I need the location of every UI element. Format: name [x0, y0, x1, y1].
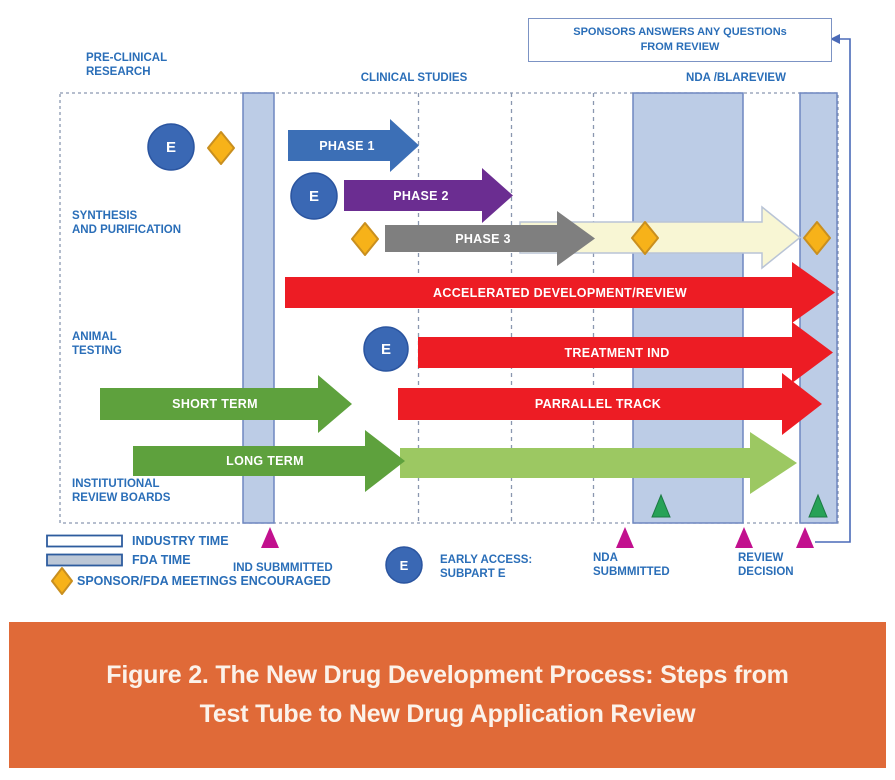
irb-line1: INSTITUTIONAL: [72, 478, 160, 490]
meeting-diamond-icon: [631, 221, 659, 255]
subpart-e-letter: E: [309, 188, 319, 205]
legend-sponsor-meetings-label: SPONSOR/FDA MEETINGS ENCOURAGED: [77, 574, 331, 588]
feedback-arrowhead-icon: [830, 34, 840, 44]
accelerated-arrow-label: ACCELERATED DEVELOPMENT/REVIEW: [433, 286, 687, 300]
early-access-line2: SUBPART E: [440, 568, 506, 581]
legend-industry-time-label: INDUSTRY TIME: [132, 534, 229, 548]
short-term-arrow-label: SHORT TERM: [172, 397, 258, 411]
industry-time-swatch-icon: [46, 534, 123, 548]
review-decision-line1: REVIEW: [738, 552, 784, 564]
subpart-e-letter: E: [166, 139, 176, 156]
synthesis-line2: AND PURIFICATION: [72, 224, 182, 237]
preclinical-line2: RESEARCH: [86, 66, 151, 79]
long-term-arrow-label: LONG TERM: [226, 454, 304, 468]
green-milestone-triangle-icon: [651, 493, 671, 518]
accelerated-development-arrow-shape: [285, 262, 835, 323]
feedback-connector-line: [815, 38, 851, 543]
fda-time-swatch-icon: [46, 553, 123, 567]
parallel-track-arrow-label: PARRALLEL TRACK: [534, 397, 662, 411]
row-label-animal-testing: ANIMAL TESTING: [72, 330, 122, 358]
phase2-arrow-label: PHASE 2: [393, 189, 449, 203]
animal-line1: ANIMAL: [72, 331, 117, 343]
nda-submitted-triangle-icon: [616, 527, 634, 548]
figure-caption-banner: Figure 2. The New Drug Development Proce…: [9, 622, 886, 768]
column-header-clinical: CLINICAL STUDIES: [360, 72, 468, 84]
irb-line2: REVIEW BOARDS: [72, 492, 171, 505]
row-label-synthesis: SYNTHESIS AND PURIFICATION: [72, 209, 181, 237]
short-term-arrow-shape: [100, 375, 352, 433]
sponsors-answers-callout: SPONSORS ANSWERS ANY QUESTIONs FROM REVI…: [528, 18, 832, 62]
nda-submitted-line2: SUBMMITTED: [593, 566, 670, 579]
preclinical-line1: PRE-CLINICAL: [86, 52, 168, 64]
phase3-arrow-label: PHASE 3: [455, 232, 511, 246]
green-milestone-triangle-icon: [808, 493, 828, 518]
callout-line2: FROM REVIEW: [640, 41, 720, 53]
phase3-arrow-shape: [385, 211, 595, 266]
feedback-triangle-icon: [796, 527, 814, 548]
nda-submitted-label: NDA SUBMMITTED: [593, 551, 670, 579]
animal-line2: TESTING: [72, 345, 122, 358]
ind-submitted-triangle-icon: [261, 527, 279, 548]
ind-submitted-label: IND SUBMMITTED: [233, 562, 333, 574]
phase2-arrow-shape: [344, 168, 513, 223]
parallel-track-arrow-shape: [398, 373, 822, 435]
long-term-extension-arrow-shape: [400, 432, 797, 494]
row-label-irb: INSTITUTIONAL REVIEW BOARDS: [72, 477, 170, 505]
process-diagram-shapes: E E E E: [46, 34, 851, 595]
phase1-arrow-shape: [288, 119, 419, 172]
synthesis-line1: SYNTHESIS: [72, 210, 138, 222]
meeting-diamond-icon: [207, 131, 235, 165]
process-dashed-border: [59, 92, 839, 524]
figure-caption-line2: Test Tube to New Drug Application Review: [199, 700, 696, 728]
review-decision-line2: DECISION: [738, 566, 794, 579]
subpart-e-letter: E: [400, 558, 409, 573]
subpart-e-marker-icon: [363, 326, 409, 372]
early-access-line1: EARLY ACCESS:: [440, 554, 533, 566]
review-decision-label: REVIEW DECISION: [738, 551, 794, 579]
subpart-e-marker-icon: [147, 123, 195, 171]
meeting-diamond-icon: [351, 222, 379, 256]
subpart-e-legend-icon: [385, 546, 423, 584]
treatment-ind-arrow-shape: [418, 322, 833, 383]
callout-line1: SPONSORS ANSWERS ANY QUESTIONs: [573, 26, 787, 39]
meeting-diamond-icon: [803, 221, 831, 255]
review-decision-triangle-icon: [735, 527, 753, 548]
long-term-arrow-shape: [133, 430, 405, 492]
early-access-label: EARLY ACCESS: SUBPART E: [440, 553, 532, 581]
legend-fda-time-label: FDA TIME: [132, 553, 191, 567]
subpart-e-marker-icon: [290, 172, 338, 220]
column-header-preclinical: PRE-CLINICAL RESEARCH: [86, 51, 167, 79]
phase1-arrow-label: PHASE 1: [319, 139, 375, 153]
figure-caption-line1: Figure 2. The New Drug Development Proce…: [106, 661, 789, 690]
nda-submitted-line1: NDA: [593, 552, 618, 564]
treatment-ind-arrow-label: TREATMENT IND: [564, 346, 670, 360]
subpart-e-letter: E: [381, 341, 391, 358]
column-header-nda: NDA /BLAREVIEW: [686, 72, 786, 84]
meeting-diamond-legend-icon: [51, 567, 73, 595]
